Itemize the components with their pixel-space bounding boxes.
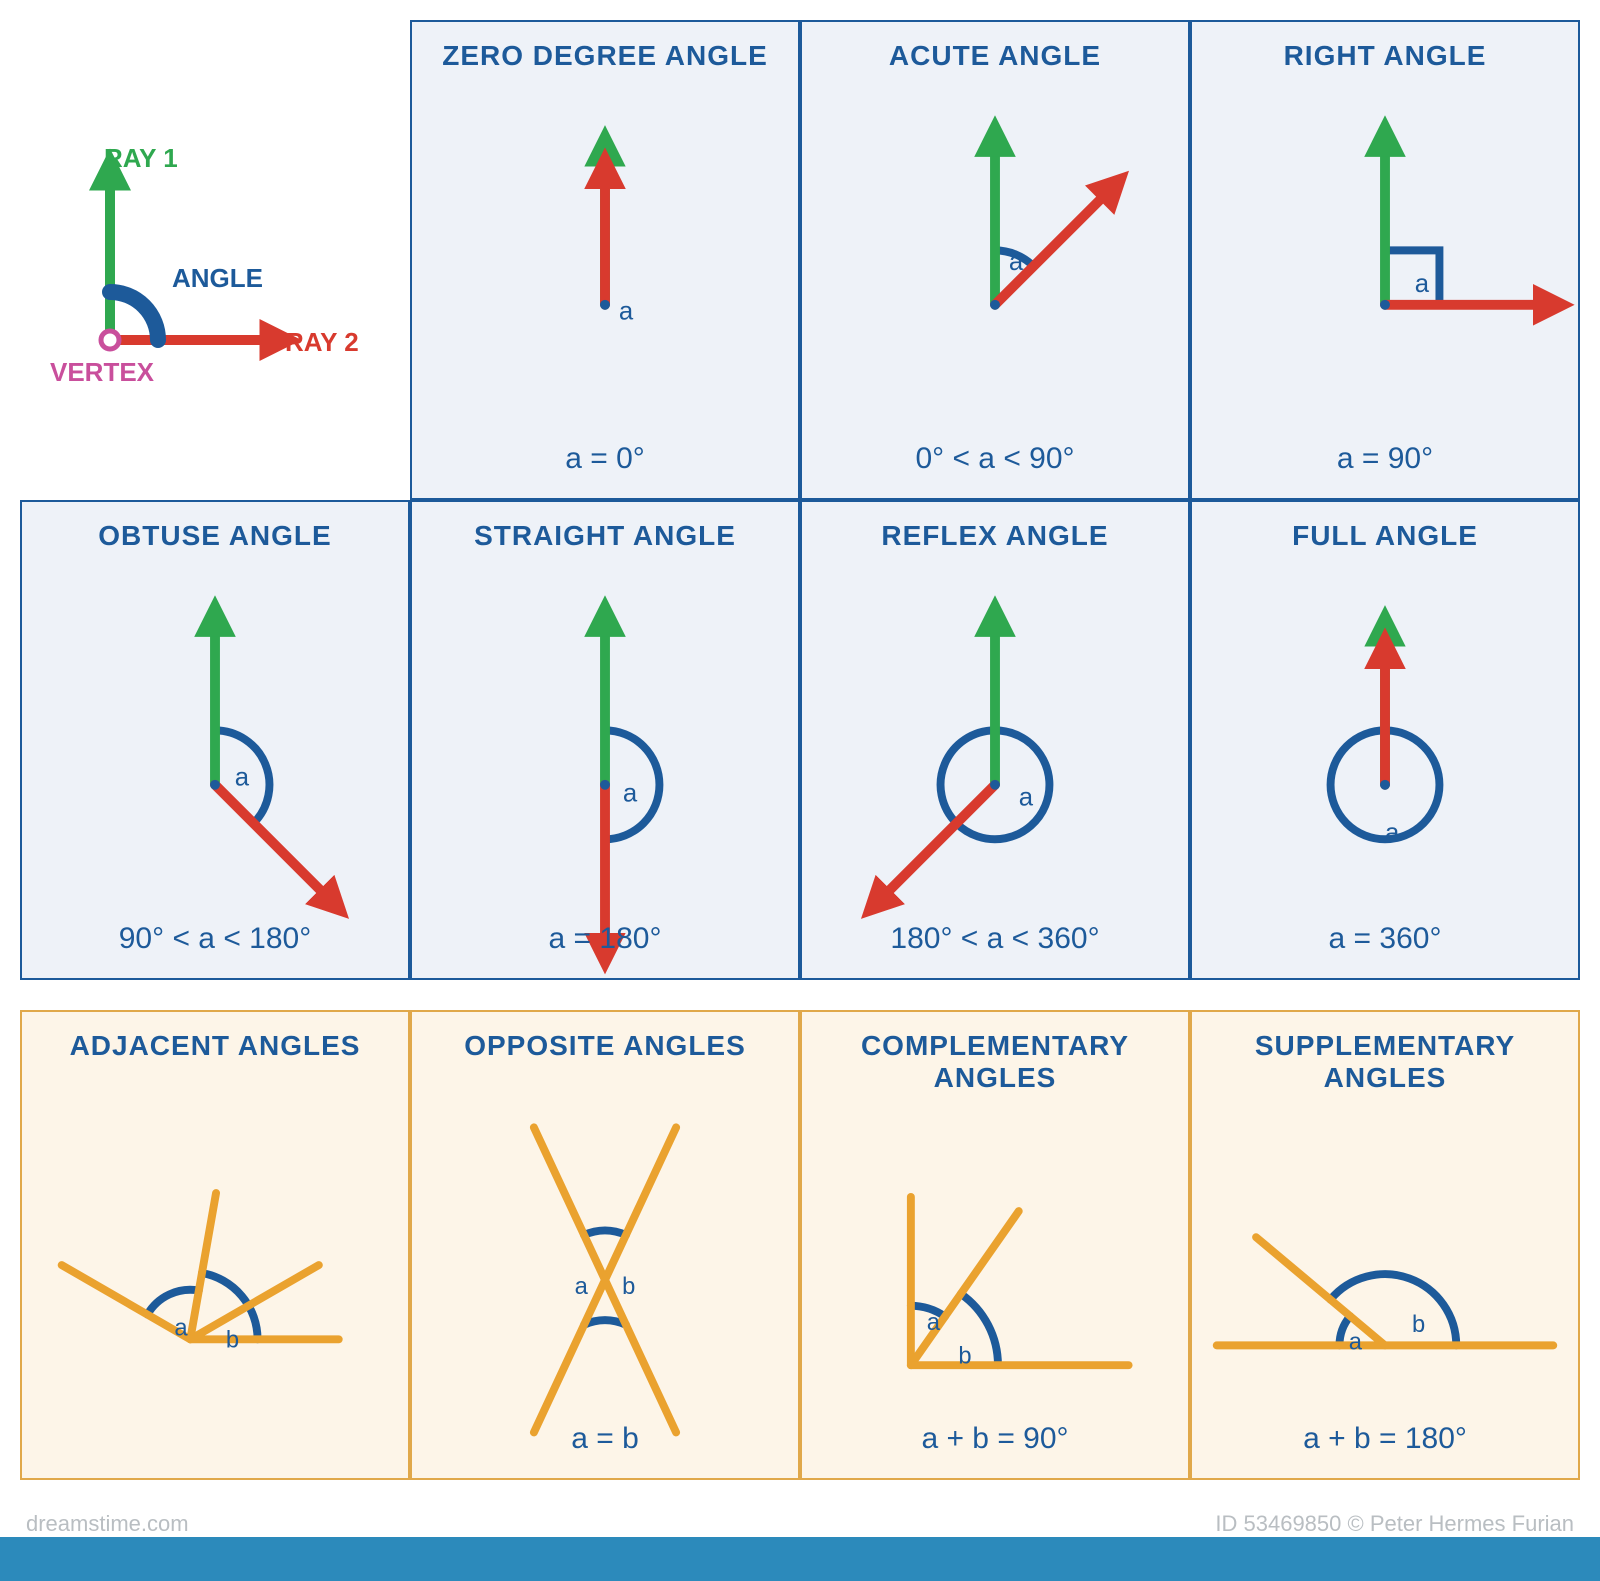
- cell-zero: ZERO DEGREE ANGLE a a = 0°: [410, 20, 800, 500]
- svg-text:a: a: [1415, 270, 1430, 298]
- cell-title: REFLEX ANGLE: [881, 520, 1108, 552]
- cell-full: FULL ANGLE a a = 360°: [1190, 500, 1580, 980]
- legend-diagram: RAY 1 RAY 2 ANGLE VERTEX: [20, 20, 410, 500]
- pair-diagram-opposite: ab: [412, 1062, 798, 1478]
- cell-title: RIGHT ANGLE: [1284, 40, 1487, 72]
- angle-pairs-grid: ADJACENT ANGLESabOPPOSITE ANGLESaba = bC…: [20, 1010, 1580, 1480]
- cell-formula: a = 360°: [1192, 922, 1578, 956]
- cell-title: COMPLEMENTARY ANGLES: [802, 1030, 1188, 1094]
- cell-formula: a = b: [412, 1422, 798, 1456]
- cell-formula: 90° < a < 180°: [22, 922, 408, 956]
- angle-diagram-acute: a: [802, 72, 1188, 498]
- cell-reflex: REFLEX ANGLE a 180° < a < 360°: [800, 500, 1190, 980]
- pair-cell-supplementary: SUPPLEMENTARY ANGLESaba + b = 180°: [1190, 1010, 1580, 1480]
- angle-diagram-zero: a: [412, 72, 798, 498]
- svg-text:b: b: [958, 1343, 971, 1370]
- watermark-left: dreamstime.com: [26, 1511, 189, 1537]
- cell-formula: a + b = 180°: [1192, 1422, 1578, 1456]
- cell-straight: STRAIGHT ANGLE a a = 180°: [410, 500, 800, 980]
- angle-diagram-obtuse: a: [22, 552, 408, 978]
- svg-text:b: b: [226, 1327, 239, 1354]
- pair-diagram-complementary: ab: [802, 1094, 1188, 1478]
- cell-title: STRAIGHT ANGLE: [474, 520, 736, 552]
- svg-text:a: a: [174, 1315, 188, 1342]
- cell-title: ADJACENT ANGLES: [70, 1030, 361, 1062]
- svg-text:b: b: [1412, 1311, 1425, 1338]
- cell-acute: ACUTE ANGLE a 0° < a < 90°: [800, 20, 1190, 500]
- angle-diagram-straight: a: [412, 552, 798, 978]
- svg-text:a: a: [235, 764, 250, 792]
- pair-diagram-supplementary: ab: [1192, 1094, 1578, 1478]
- svg-text:a: a: [927, 1309, 941, 1336]
- svg-text:a: a: [619, 298, 634, 326]
- svg-text:RAY 2: RAY 2: [285, 327, 359, 357]
- svg-text:RAY 1: RAY 1: [104, 143, 178, 173]
- cell-title: FULL ANGLE: [1292, 520, 1478, 552]
- cell-title: SUPPLEMENTARY ANGLES: [1192, 1030, 1578, 1094]
- cell-title: ZERO DEGREE ANGLE: [442, 40, 768, 72]
- svg-text:VERTEX: VERTEX: [50, 357, 155, 387]
- cell-formula: 180° < a < 360°: [802, 922, 1188, 956]
- cell-formula: 0° < a < 90°: [802, 442, 1188, 476]
- cell-formula: a = 180°: [412, 922, 798, 956]
- cell-title: OPPOSITE ANGLES: [464, 1030, 746, 1062]
- svg-text:a: a: [575, 1273, 589, 1300]
- pair-cell-opposite: OPPOSITE ANGLESaba = b: [410, 1010, 800, 1480]
- footer-bar: [0, 1537, 1600, 1581]
- svg-text:a: a: [1349, 1329, 1363, 1356]
- cell-formula: a = 0°: [412, 442, 798, 476]
- cell-formula: a = 90°: [1192, 442, 1578, 476]
- svg-text:a: a: [1385, 819, 1400, 847]
- angle-types-grid: RAY 1 RAY 2 ANGLE VERTEX ZERO DEGREE ANGLE a…: [20, 20, 1580, 980]
- angle-diagram-right: a: [1192, 72, 1578, 498]
- pair-cell-complementary: COMPLEMENTARY ANGLESaba + b = 90°: [800, 1010, 1190, 1480]
- cell-title: ACUTE ANGLE: [889, 40, 1101, 72]
- angle-diagram-full: a: [1192, 552, 1578, 978]
- legend-cell: RAY 1 RAY 2 ANGLE VERTEX: [20, 20, 410, 500]
- svg-text:a: a: [1019, 783, 1034, 811]
- cell-right: RIGHT ANGLE a a = 90°: [1190, 20, 1580, 500]
- cell-obtuse: OBTUSE ANGLE a 90° < a < 180°: [20, 500, 410, 980]
- svg-text:b: b: [622, 1273, 635, 1300]
- pair-cell-adjacent: ADJACENT ANGLESab: [20, 1010, 410, 1480]
- cell-formula: a + b = 90°: [802, 1422, 1188, 1456]
- pair-diagram-adjacent: ab: [22, 1062, 408, 1478]
- svg-text:a: a: [1009, 248, 1024, 276]
- svg-text:ANGLE: ANGLE: [172, 263, 263, 293]
- cell-title: OBTUSE ANGLE: [98, 520, 331, 552]
- watermark-right: ID 53469850 © Peter Hermes Furian: [1215, 1511, 1574, 1537]
- svg-text:a: a: [623, 779, 638, 807]
- angle-diagram-reflex: a: [802, 552, 1188, 978]
